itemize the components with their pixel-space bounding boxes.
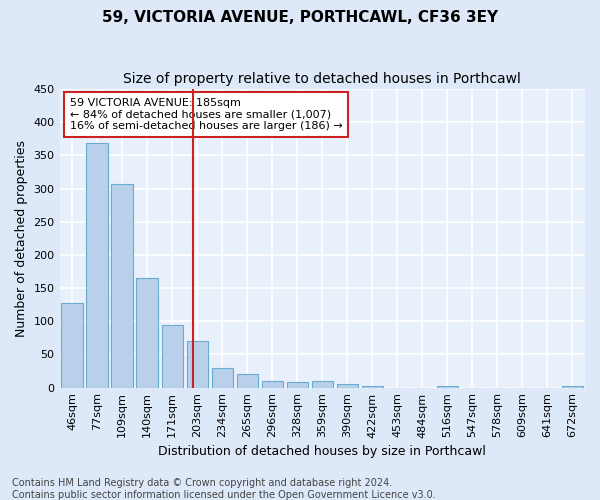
Bar <box>212 368 233 388</box>
Title: Size of property relative to detached houses in Porthcawl: Size of property relative to detached ho… <box>124 72 521 86</box>
Bar <box>262 381 283 388</box>
Text: Contains HM Land Registry data © Crown copyright and database right 2024.
Contai: Contains HM Land Registry data © Crown c… <box>12 478 436 500</box>
Bar <box>187 341 208 388</box>
Bar <box>337 384 358 388</box>
Text: 59 VICTORIA AVENUE: 185sqm
← 84% of detached houses are smaller (1,007)
16% of s: 59 VICTORIA AVENUE: 185sqm ← 84% of deta… <box>70 98 343 131</box>
Bar <box>311 381 333 388</box>
Bar <box>362 386 383 388</box>
Y-axis label: Number of detached properties: Number of detached properties <box>15 140 28 337</box>
Bar <box>112 184 133 388</box>
Bar <box>562 386 583 388</box>
Bar <box>61 302 83 388</box>
X-axis label: Distribution of detached houses by size in Porthcawl: Distribution of detached houses by size … <box>158 444 486 458</box>
Bar <box>161 324 183 388</box>
Bar <box>437 386 458 388</box>
Bar <box>136 278 158 388</box>
Bar <box>287 382 308 388</box>
Bar <box>236 374 258 388</box>
Text: 59, VICTORIA AVENUE, PORTHCAWL, CF36 3EY: 59, VICTORIA AVENUE, PORTHCAWL, CF36 3EY <box>102 10 498 25</box>
Bar <box>86 144 108 388</box>
